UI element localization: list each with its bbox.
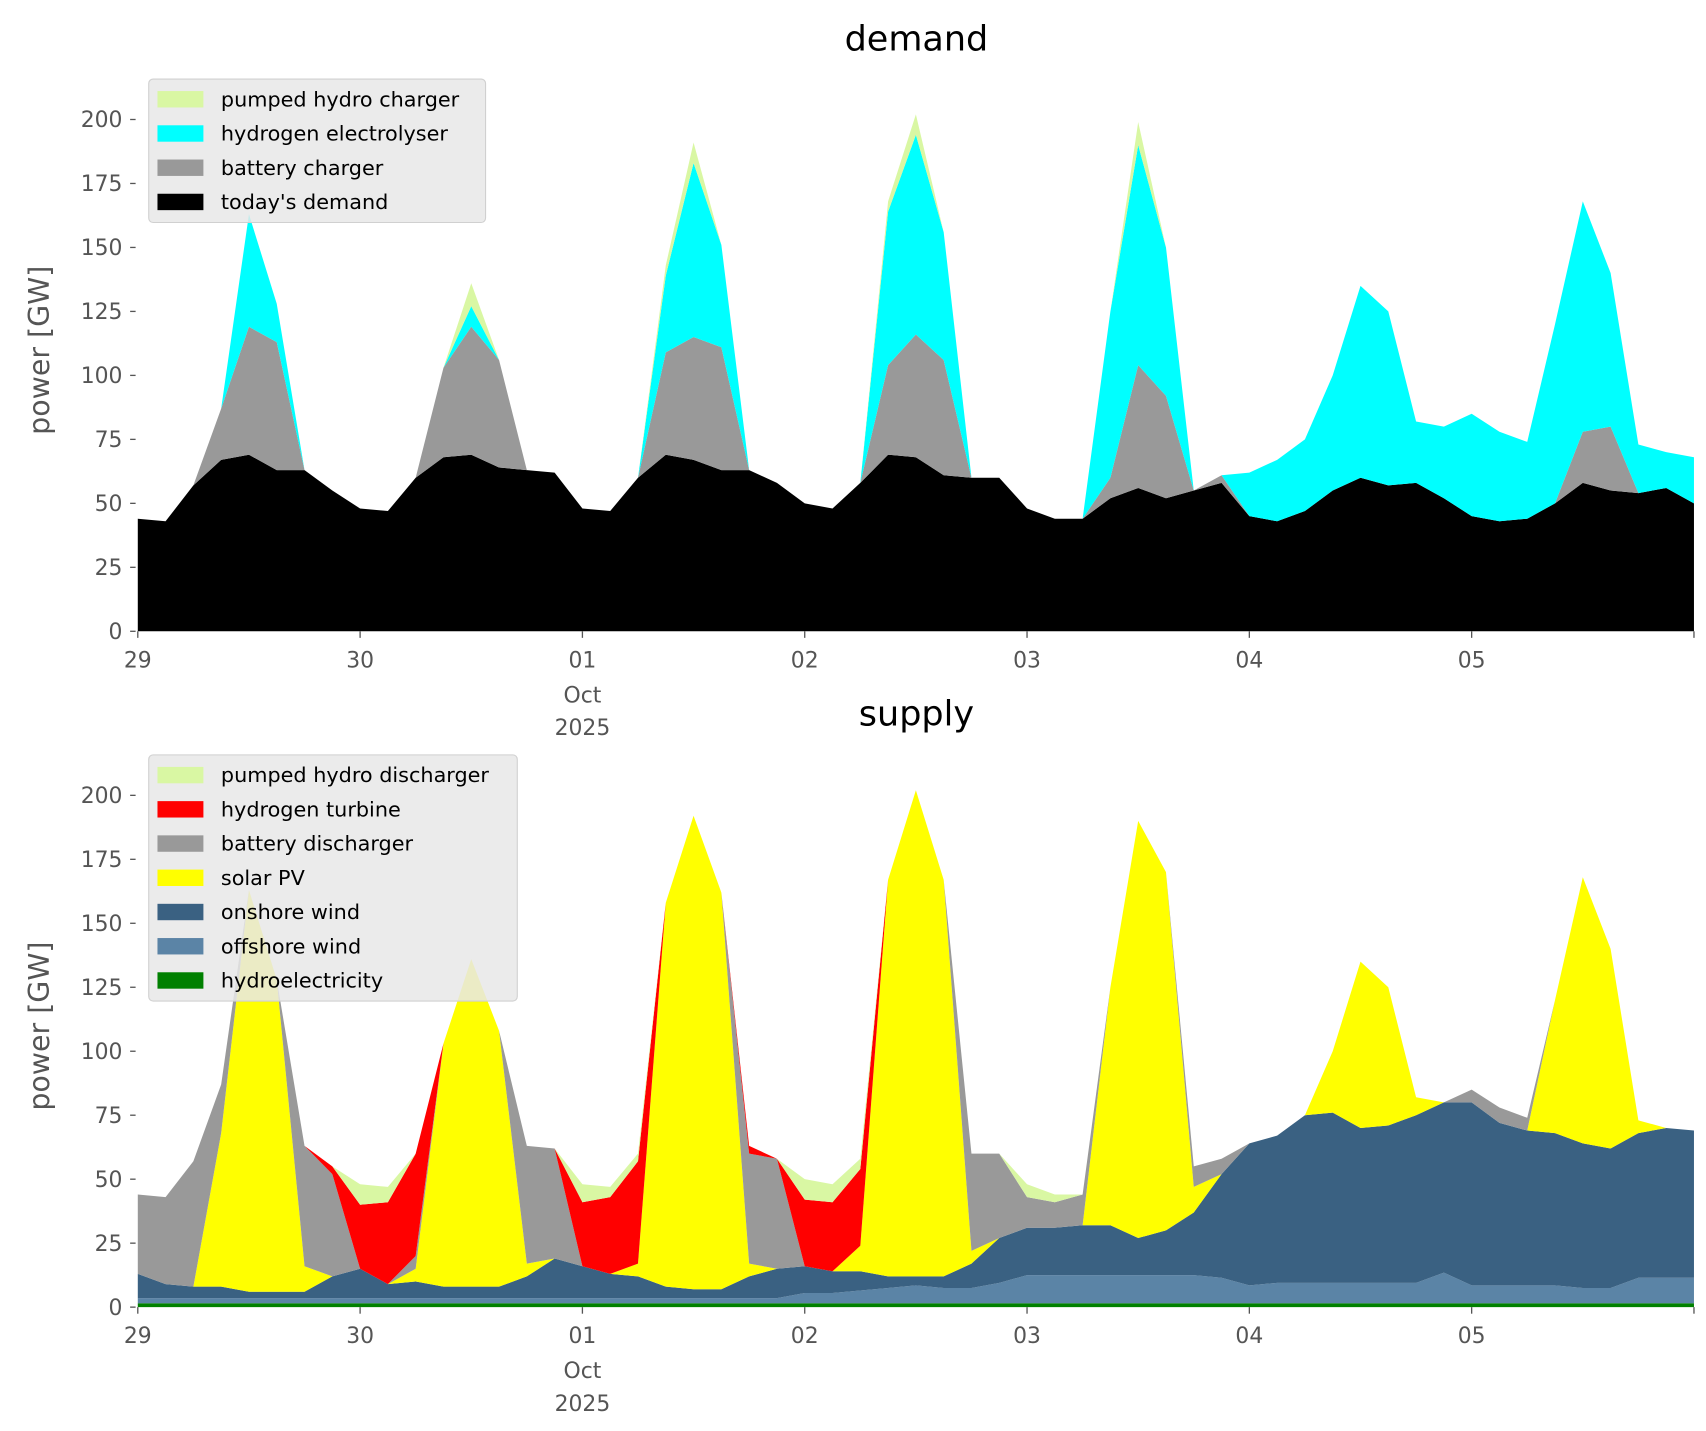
x-tick-sublabel: 2025 [555,1392,611,1417]
x-tick-sublabel: Oct [564,1359,602,1384]
legend-box [148,754,518,1002]
x-tick-label: 04 [1235,648,1263,673]
y-tick-label: 100 [81,364,123,389]
x-tick-label: 05 [1458,648,1486,673]
y-tick-label: 125 [81,976,123,1001]
y-tick-label: 100 [81,1040,123,1065]
y-tick-label: 175 [81,848,123,873]
legend-box [148,78,487,224]
legend-swatch [157,903,204,921]
y-tick-label: 75 [95,1104,123,1129]
plot-area [137,790,1694,1308]
legend-label: hydroelectricity [221,969,383,993]
legend-label: hydrogen turbine [221,797,401,821]
y-tick-label: 75 [95,428,123,453]
y-tick-label: 0 [109,1296,123,1321]
area-hydrogen-electrolyser [137,134,1694,522]
y-tick-label: 25 [95,1232,123,1257]
legend-swatch [157,125,204,142]
legend-label: battery charger [221,156,384,180]
legend: pumped hydro charger hydrogen electrolyse… [148,78,487,224]
area-hydroelectricity [137,1303,1694,1308]
legend-label: onshore wind [221,900,360,924]
area-battery-discharger [137,790,1694,1287]
supply-chart: supply power [GW] 0 25 50 75 100 125 150 175 200… [23,694,1695,1417]
y-tick-label: 150 [81,236,123,261]
legend-swatch [157,91,204,108]
demand-chart: demand power [GW] 0 25 50 75 100 125 150 175 200… [23,20,1695,741]
legend-swatch [157,801,204,818]
x-tick-label: 30 [346,648,374,673]
x-tick-label: 29 [124,1324,152,1349]
x-tick-label: 01 [569,648,597,673]
legend-label: today's demand [221,190,388,214]
y-tick-label: 175 [81,172,123,197]
area-battery-charger [137,326,1694,522]
legend-label: offshore wind [221,934,361,958]
y-tick-label: 200 [81,108,123,133]
x-tick-label: 03 [1013,1324,1041,1349]
x-tick-sublabel: 2025 [555,716,611,741]
y-tick-label: 200 [81,784,123,809]
x-tick-label: 02 [791,1324,819,1349]
legend-swatch [157,972,204,989]
x-tick-label: 04 [1235,1324,1263,1349]
x-tick-label: 30 [346,1324,374,1349]
legend-swatch [157,938,204,955]
legend-label: pumped hydro discharger [221,763,490,787]
area-solar-pv [137,790,1694,1292]
plot-area [137,114,1694,632]
y-tick-label: 25 [95,556,123,581]
area-today-s-demand [137,454,1694,632]
legend-swatch [157,766,204,784]
x-tick-sublabel: Oct [564,683,602,708]
legend-label: pumped hydro charger [221,87,460,111]
legend-swatch [157,835,204,852]
legend-label: solar PV [221,866,306,890]
y-tick-label: 50 [95,492,123,517]
legend-swatch [157,159,204,176]
area-offshore-wind [137,1272,1694,1304]
x-tick-label: 02 [791,648,819,673]
axes: 0 25 50 75 100 125 150 175 200 29 30 01 02 03 04 05 Oct 2… [81,784,1695,1417]
y-tick-label: 150 [81,912,123,937]
legend-swatch [157,869,204,886]
y-tick-label: 50 [95,1168,123,1193]
legend-label: hydrogen electrolyser [221,122,448,146]
legend: pumped hydro discharger hydrogen turbine b… [148,754,518,1002]
x-tick-label: 03 [1013,648,1041,673]
legend-label: battery discharger [221,832,414,856]
y-tick-label: 125 [81,300,123,325]
x-tick-label: 01 [569,1324,597,1349]
chart-title: supply [859,694,974,734]
legend-swatch [157,193,204,211]
y-tick-label: 0 [109,620,123,645]
x-tick-label: 29 [124,648,152,673]
x-tick-label: 05 [1458,1324,1486,1349]
area-onshore-wind [137,1102,1694,1299]
axes: 0 25 50 75 100 125 150 175 200 29 30 01 02 03 04 05 Oct 2… [81,108,1695,741]
y-axis-label: power [GW] [23,941,56,1110]
y-axis-label: power [GW] [23,266,56,435]
chart-title: demand [845,20,989,60]
